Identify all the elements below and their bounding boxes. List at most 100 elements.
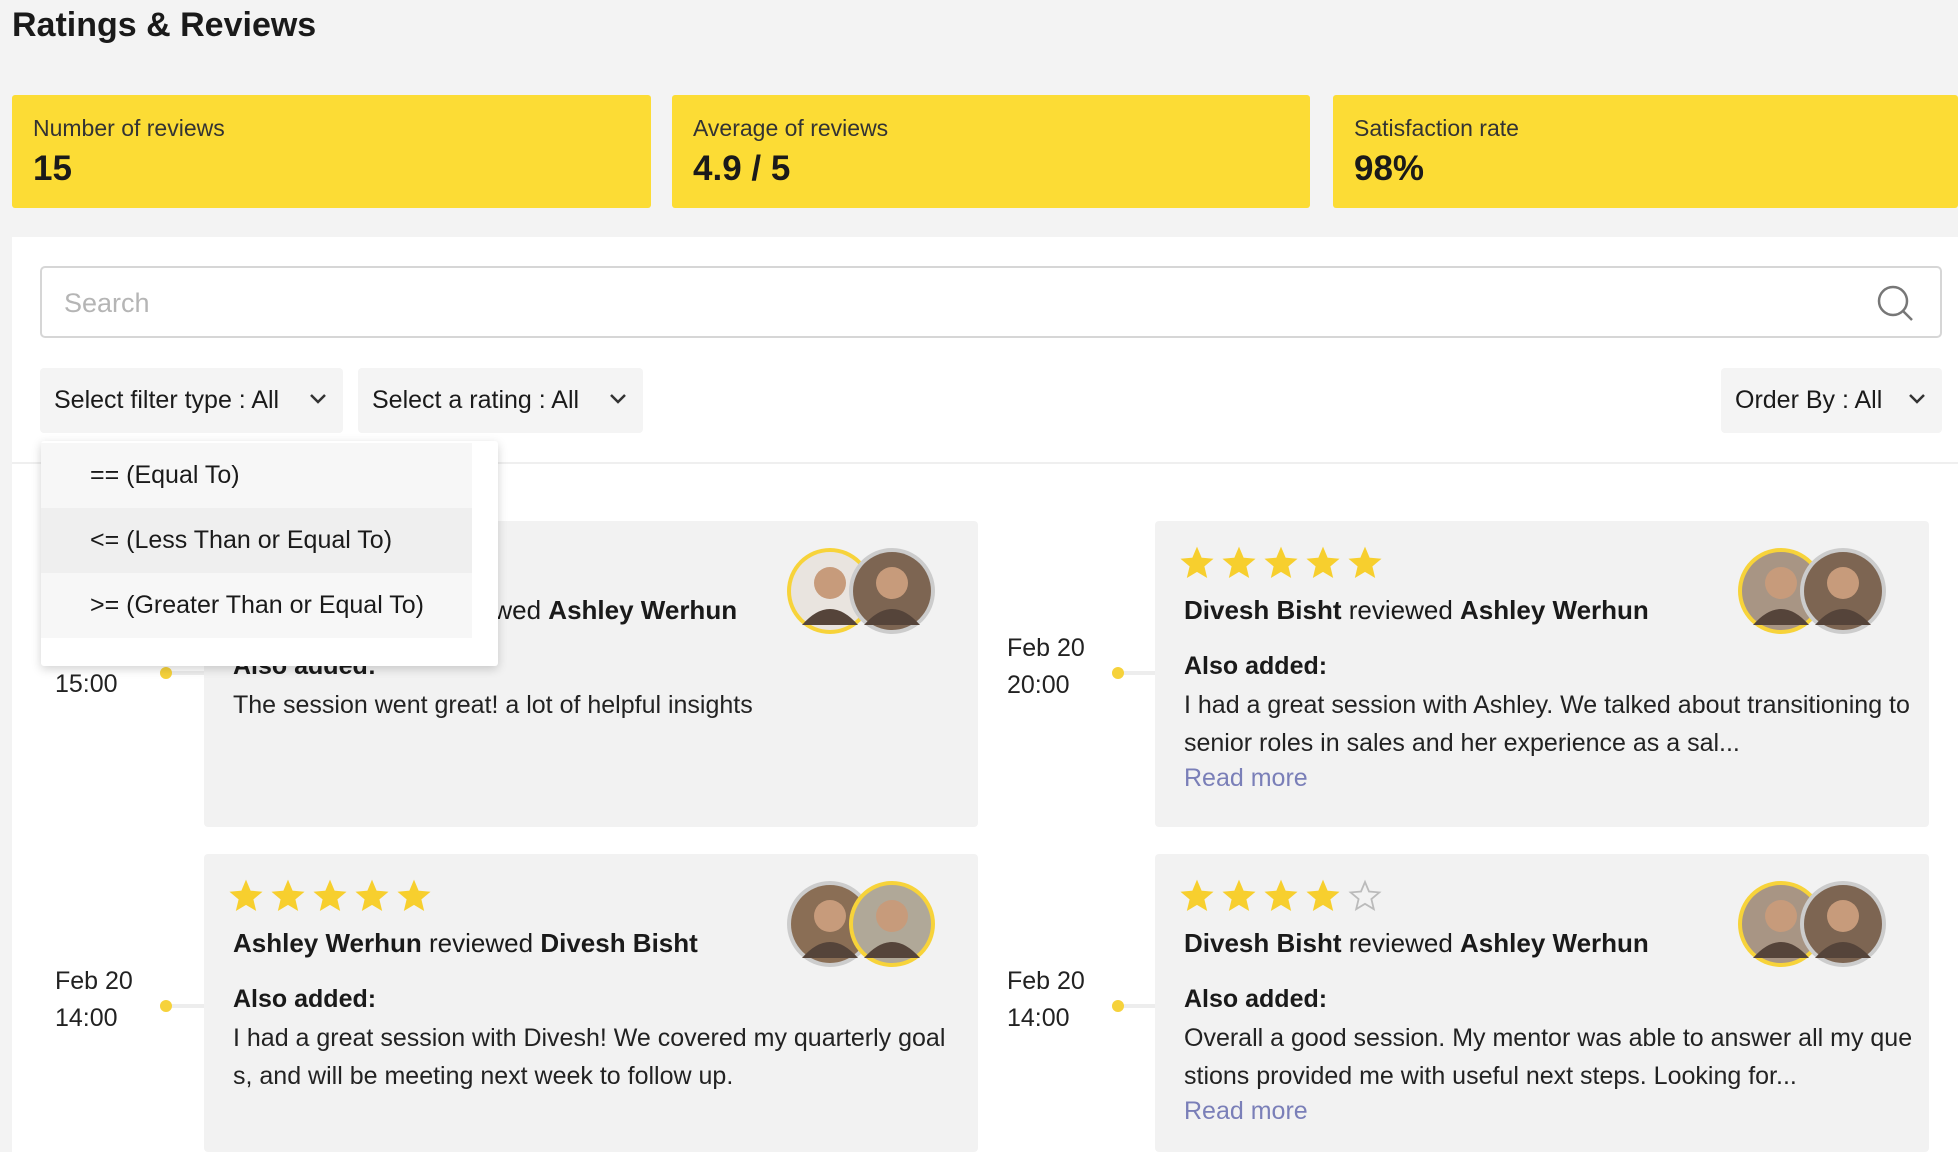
star-filled [397,879,431,911]
rating-stars [1180,546,1382,578]
avatar-body [1753,609,1809,625]
star-filled [271,879,305,911]
avatar-body [802,609,858,625]
page-title: Ratings & Reviews [12,6,317,44]
filter-type-select[interactable]: Select filter type : All [40,368,343,433]
timeline-connector [1112,671,1155,675]
review-time: 20:00 [1007,671,1070,699]
stat-value: 4.9 / 5 [693,149,791,188]
search-placeholder: Search [64,288,150,318]
star-filled [1180,879,1214,911]
reviewee-name: Divesh Bisht [540,928,698,958]
review-time: 15:00 [55,670,118,698]
star-filled [1180,546,1214,578]
avatar-body [1815,609,1871,625]
avatar-head [876,900,908,932]
dropdown-option[interactable]: == (Equal To) [41,443,472,508]
stat-value: 15 [33,149,72,188]
star-filled [355,879,389,911]
also-added-label: Also added: [233,985,377,1013]
star-filled [229,879,263,911]
timeline-dot [160,1000,172,1012]
avatars [787,881,935,967]
review-text: I had a great session with Ashley. We ta… [1184,691,1910,757]
review-datetime: Feb 20 14:00 [1007,963,1085,1037]
review-time: 14:00 [1007,1004,1070,1032]
timeline-dot [1112,1000,1124,1012]
star-filled [1348,546,1382,578]
avatar-body [1753,942,1809,958]
reviewer-name: Ashley Werhun [233,928,422,958]
review-date: Feb 20 [1007,967,1085,995]
review-names: Divesh Bisht reviewed Ashley Werhun [1184,595,1649,626]
stat-card: Number of reviews 15 [12,95,651,208]
review-names: Divesh Bisht reviewed Ashley Werhun [1184,928,1649,959]
filter-dropdown: == (Equal To) <= (Less Than or Equal To)… [41,441,498,666]
avatar-body [1815,942,1871,958]
dropdown-option[interactable]: <= (Less Than or Equal To) [41,508,472,573]
filter-label: Select filter type : All [54,386,280,414]
chevron [1909,394,1925,404]
dropdown-option[interactable]: >= (Greater Than or Equal To) [41,573,472,638]
avatar-head [876,567,908,599]
also-added-label: Also added: [1184,985,1328,1013]
avatars [1738,548,1886,634]
rating-stars [1180,879,1382,911]
review-date: Feb 20 [1007,634,1085,662]
avatar-body [864,942,920,958]
reviewee-name: Ashley Werhun [1460,928,1649,958]
review-text: Overall a good session. My mentor was ab… [1184,1024,1913,1090]
reviewer-name: Divesh Bisht [1184,595,1342,625]
read-more-link[interactable]: Read more [1184,1097,1308,1125]
avatars [787,548,935,634]
filter-label: Select a rating : All [372,386,580,414]
timeline-dot [1112,667,1124,679]
chevron [610,394,626,404]
reviewer-name: Divesh Bisht [1184,928,1342,958]
stat-card: Satisfaction rate 98% [1333,95,1958,208]
stat-label: Average of reviews [693,115,889,141]
star-filled [1222,546,1256,578]
review-datetime: 15:00 [55,666,118,703]
avatar-head [814,900,846,932]
star-filled [313,879,347,911]
stat-label: Satisfaction rate [1354,115,1519,141]
review-text: I had a great session with Divesh! We co… [233,1024,946,1090]
timeline-connector [160,1004,204,1008]
timeline-dot [160,667,172,679]
review-card: Divesh Bisht reviewed Ashley Werhun Also … [1155,521,1929,827]
avatar-body [802,942,858,958]
order-select[interactable]: Order By : All [1721,368,1942,433]
search-icon[interactable] [1876,284,1914,322]
stat-card: Average of reviews 4.9 / 5 [672,95,1310,208]
review-card: Divesh Bisht reviewed Ashley Werhun Also … [1155,854,1929,1152]
review-verb: reviewed [1348,595,1453,625]
reviewee-name: Ashley Werhun [548,595,738,625]
star-filled [1264,546,1298,578]
avatar-body [864,609,920,625]
reviewee-name: Ashley Werhun [1460,595,1649,625]
star-filled [1306,879,1340,911]
review-text: The session went great! a lot of helpful… [233,691,753,719]
avatar-head [1765,567,1797,599]
rating-stars [229,879,431,911]
read-more-link[interactable]: Read more [1184,764,1308,792]
star-empty [1348,879,1382,911]
star-filled [1264,879,1298,911]
search-box[interactable]: Search [40,266,1942,338]
filter-label: Order By : All [1735,386,1883,414]
review-card: Ashley Werhun reviewed Divesh Bisht Also … [204,854,978,1152]
stat-value: 98% [1354,149,1425,188]
avatar-head [814,567,846,599]
timeline-connector [1112,1004,1155,1008]
avatars [1738,881,1886,967]
rating-select[interactable]: Select a rating : All [358,368,643,433]
star-filled [1222,879,1256,911]
avatar-head [1765,900,1797,932]
review-names: Ashley Werhun reviewed Divesh Bisht [233,928,698,959]
separator [12,462,1958,464]
review-date: Feb 20 [55,967,133,995]
review-datetime: Feb 20 14:00 [55,963,133,1037]
timeline-connector [160,671,204,675]
